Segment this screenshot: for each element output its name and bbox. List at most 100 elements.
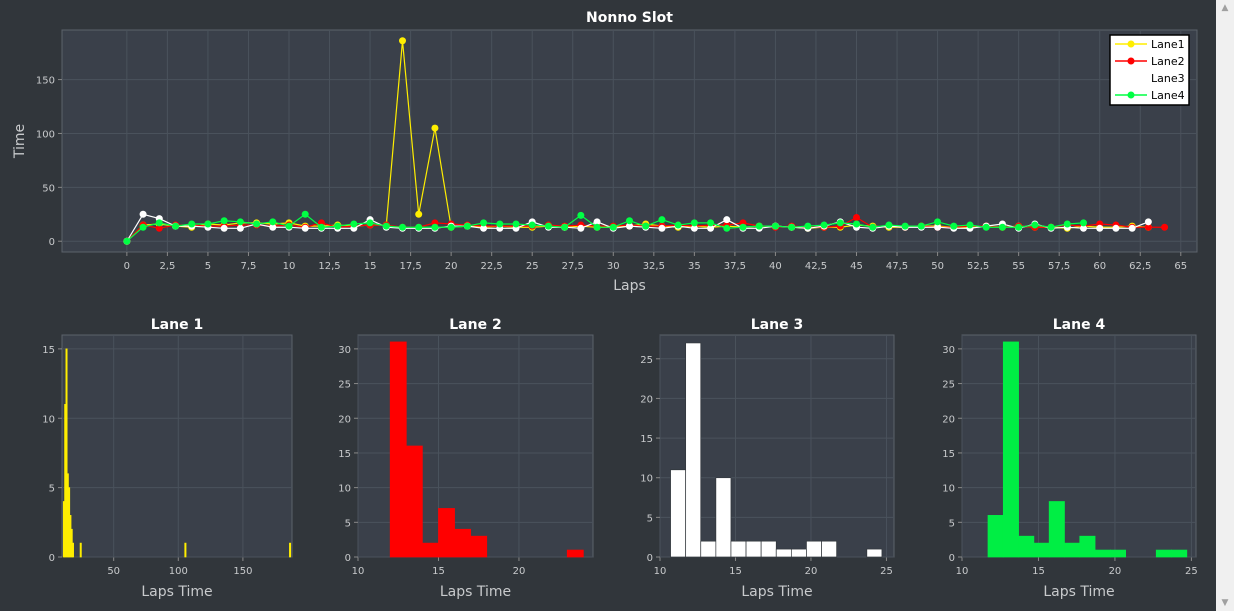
vertical-scrollbar[interactable]: ▲ ▼ (1216, 0, 1234, 611)
x-tick-label: 10 (956, 566, 969, 577)
data-point (658, 216, 666, 224)
data-point (139, 223, 147, 231)
data-point (204, 220, 212, 228)
data-point (998, 223, 1006, 231)
histogram-title: Lane 2 (449, 317, 501, 333)
scroll-down-icon[interactable]: ▼ (1221, 598, 1229, 608)
y-tick-label: 30 (338, 345, 351, 356)
data-point (269, 218, 277, 226)
data-point (155, 224, 163, 232)
data-point (853, 214, 860, 222)
data-point (658, 224, 666, 232)
x-tick-label: 65 (1174, 261, 1187, 272)
y-tick-label: 25 (942, 380, 955, 391)
data-point (707, 224, 715, 232)
y-axis-label: Time (12, 124, 28, 159)
x-tick-label: 40 (769, 261, 782, 272)
data-point (269, 223, 277, 231)
histogram-bar (1110, 549, 1126, 558)
histogram-bar (405, 445, 423, 558)
histogram-bar (1002, 341, 1019, 558)
histogram-bar (1064, 542, 1081, 558)
data-point (188, 220, 196, 228)
histogram-bar (1033, 542, 1050, 558)
data-point (593, 223, 601, 231)
data-point (1080, 219, 1087, 227)
legend-marker (1127, 57, 1135, 65)
data-point (788, 223, 796, 231)
data-point (431, 124, 439, 132)
legend-marker (1127, 40, 1135, 48)
data-point (982, 223, 990, 231)
x-axis-label: Laps Time (440, 584, 511, 600)
x-tick-label: 57,5 (1048, 261, 1070, 272)
data-point (561, 223, 569, 231)
data-point (463, 222, 471, 230)
data-point (609, 223, 617, 231)
data-point (690, 219, 698, 227)
legend-marker (1127, 74, 1135, 82)
scroll-up-icon[interactable]: ▲ (1221, 3, 1229, 13)
y-tick-label: 150 (36, 76, 55, 87)
data-point (1161, 223, 1169, 231)
x-tick-label: 45 (850, 261, 863, 272)
data-point (123, 237, 131, 245)
data-point (1080, 224, 1087, 232)
y-tick-label: 0 (49, 553, 55, 564)
y-tick-label: 0 (647, 553, 653, 564)
data-point (512, 220, 520, 228)
legend-label: Lane3 (1151, 72, 1185, 85)
histogram-title: Lane 4 (1053, 317, 1106, 333)
data-point (317, 223, 325, 231)
data-point (626, 217, 633, 225)
plot-area (61, 29, 1198, 253)
data-point (415, 223, 423, 231)
histogram-bar (1155, 549, 1172, 558)
x-tick-label: 42,5 (805, 261, 827, 272)
data-point (399, 223, 406, 231)
histogram-bar (79, 542, 82, 558)
chart-title: Nonno Slot (586, 10, 673, 26)
histogram-bar (184, 542, 187, 558)
y-tick-label: 10 (640, 474, 653, 485)
histogram-bar (566, 549, 584, 558)
legend-item-lane3: Lane3 (1115, 72, 1185, 85)
x-tick-label: 10 (654, 566, 667, 577)
data-point (626, 222, 633, 230)
x-tick-label: 30 (607, 261, 620, 272)
x-tick-label: 17,5 (399, 261, 421, 272)
y-tick-label: 0 (949, 553, 955, 564)
x-tick-label: 37,5 (724, 261, 746, 272)
histogram-bar (289, 542, 292, 558)
x-tick-label: 50 (107, 566, 120, 577)
x-tick-label: 2,5 (159, 261, 175, 272)
y-tick-label: 5 (949, 518, 955, 529)
y-tick-label: 5 (49, 484, 55, 495)
histogram-bar (1048, 501, 1065, 558)
x-tick-label: 60 (1093, 261, 1106, 272)
data-point (1015, 223, 1023, 231)
x-tick-label: 20 (1109, 566, 1122, 577)
data-point (480, 224, 488, 232)
legend-label: Lane1 (1151, 38, 1185, 51)
data-point (950, 222, 958, 230)
legend-box (1109, 34, 1190, 106)
data-point (690, 224, 698, 232)
data-point (301, 224, 309, 232)
histogram-bar (685, 342, 702, 558)
data-point (804, 222, 812, 230)
x-tick-label: 50 (931, 261, 944, 272)
data-point (285, 222, 293, 230)
x-tick-label: 62,5 (1129, 261, 1151, 272)
x-axis-label: Laps Time (741, 584, 812, 600)
data-point (172, 222, 179, 230)
x-axis-label: Laps Time (1043, 584, 1114, 600)
x-tick-label: 27,5 (562, 261, 584, 272)
histogram-bar (987, 515, 1004, 558)
y-tick-label: 10 (942, 484, 955, 495)
data-point (642, 222, 650, 230)
x-tick-label: 10 (283, 261, 296, 272)
histogram-bar (1079, 535, 1096, 558)
